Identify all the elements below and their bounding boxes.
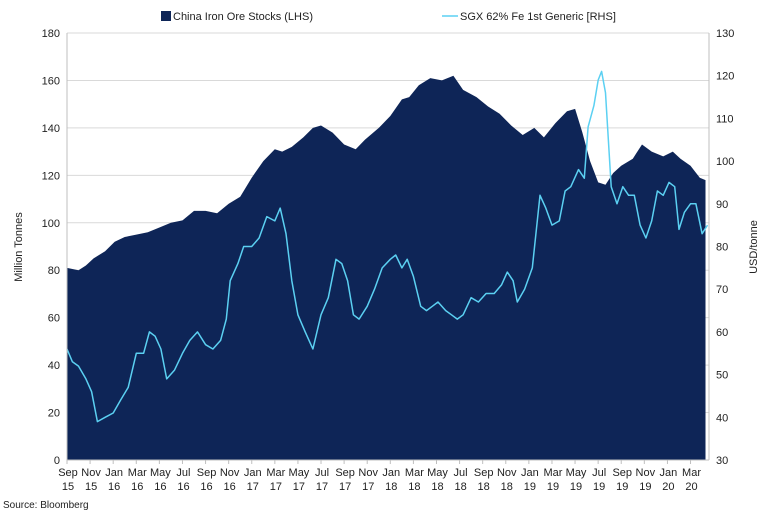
x-tick-year-0: 15: [62, 481, 74, 493]
x-tick-month-16: May: [427, 467, 448, 479]
x-tick-year-6: 16: [200, 481, 212, 493]
x-tick-month-18: Sep: [474, 467, 494, 479]
legend-label-sgx: SGX 62% Fe 1st Generic [RHS]: [460, 11, 616, 23]
source-note: Source: Bloomberg: [3, 500, 89, 511]
x-tick-year-5: 16: [177, 481, 189, 493]
x-tick-month-20: Jan: [521, 467, 539, 479]
x-tick-year-10: 17: [293, 481, 305, 493]
x-tick-month-2: Jan: [105, 467, 123, 479]
x-tick-labels: Sep 15 Nov 15 Jan 16 Mar 16 May 16 Jul 16 Sep 16 Nov 16…: [58, 460, 701, 493]
x-tick-month-10: May: [289, 467, 310, 479]
y-right-tick-2: 50: [716, 370, 728, 382]
x-tick-year-16: 18: [431, 481, 443, 493]
x-tick-month-17: Jul: [454, 467, 468, 479]
x-tick-year-27: 20: [685, 481, 697, 493]
legend-label-stocks: China Iron Ore Stocks (LHS): [173, 11, 313, 23]
x-tick-year-9: 17: [270, 481, 282, 493]
y-left-tick-9: 180: [42, 28, 60, 40]
x-tick-month-13: Nov: [358, 467, 378, 479]
x-tick-month-7: Nov: [220, 467, 240, 479]
x-tick-year-23: 19: [593, 481, 605, 493]
x-tick-year-26: 20: [662, 481, 674, 493]
x-tick-month-23: Jul: [592, 467, 606, 479]
y-right-tick-5: 80: [716, 242, 728, 254]
x-tick-year-2: 16: [108, 481, 120, 493]
x-tick-month-11: Jul: [315, 467, 329, 479]
x-tick-year-3: 16: [131, 481, 143, 493]
x-tick-month-9: Mar: [266, 467, 285, 479]
y-left-tick-3: 60: [48, 313, 60, 325]
x-tick-month-22: May: [566, 467, 587, 479]
x-tick-month-27: Mar: [682, 467, 701, 479]
x-tick-year-12: 17: [339, 481, 351, 493]
y-right-tick-9: 120: [716, 71, 734, 83]
x-tick-year-24: 19: [616, 481, 628, 493]
axes: [66, 33, 710, 461]
y-right-tick-10: 130: [716, 28, 734, 40]
x-tick-month-12: Sep: [335, 467, 355, 479]
y-left-tick-5: 100: [42, 218, 60, 230]
x-tick-year-19: 18: [501, 481, 513, 493]
x-tick-month-6: Sep: [197, 467, 217, 479]
series-sgx-line: [66, 70, 709, 423]
y-right-tick-6: 90: [716, 199, 728, 211]
y-right-tick-1: 40: [716, 412, 728, 424]
y-right-axis-title: USD/tonne: [748, 220, 760, 274]
x-tick-month-21: Mar: [543, 467, 562, 479]
x-tick-month-5: Jul: [176, 467, 190, 479]
x-tick-month-25: Nov: [636, 467, 656, 479]
x-tick-year-22: 19: [570, 481, 582, 493]
x-tick-year-4: 16: [154, 481, 166, 493]
x-tick-year-7: 16: [224, 481, 236, 493]
y-left-tick-4: 80: [48, 265, 60, 277]
x-tick-year-17: 18: [454, 481, 466, 493]
x-tick-year-1: 15: [85, 481, 97, 493]
y-left-axis-title: Million Tonnes: [13, 212, 25, 282]
y-right-tick-4: 70: [716, 284, 728, 296]
y-left-tick-labels: 0 20 40 60 80 100 120 140 160 180: [42, 28, 60, 467]
legend: China Iron Ore Stocks (LHS) SGX 62% Fe 1…: [161, 11, 616, 23]
y-right-tick-7: 100: [716, 156, 734, 168]
x-tick-year-14: 18: [385, 481, 397, 493]
x-tick-month-24: Sep: [612, 467, 632, 479]
x-tick-month-3: Mar: [128, 467, 147, 479]
y-right-tick-labels: 30 40 50 60 70 80 90 100 110 120 130: [716, 28, 734, 467]
x-tick-year-8: 17: [247, 481, 259, 493]
x-tick-year-25: 19: [639, 481, 651, 493]
y-right-tick-3: 60: [716, 327, 728, 339]
y-left-tick-0: 0: [54, 455, 60, 467]
y-left-tick-6: 120: [42, 170, 60, 182]
y-left-tick-8: 160: [42, 75, 60, 87]
y-right-tick-0: 30: [716, 455, 728, 467]
x-tick-year-11: 17: [316, 481, 328, 493]
x-tick-year-18: 18: [478, 481, 490, 493]
y-left-tick-1: 20: [48, 408, 60, 420]
x-tick-month-15: Mar: [405, 467, 424, 479]
series-stocks-area: [67, 75, 706, 460]
x-tick-month-0: Sep: [58, 467, 78, 479]
x-tick-month-1: Nov: [81, 467, 101, 479]
x-tick-year-13: 17: [362, 481, 374, 493]
x-tick-month-4: May: [150, 467, 171, 479]
x-tick-year-21: 19: [547, 481, 559, 493]
y-left-tick-2: 40: [48, 360, 60, 372]
y-right-tick-8: 110: [716, 113, 734, 125]
x-tick-month-8: Jan: [244, 467, 262, 479]
legend-swatch-stocks: [161, 11, 171, 21]
x-tick-year-20: 19: [524, 481, 536, 493]
x-tick-month-19: Nov: [497, 467, 517, 479]
x-tick-month-14: Jan: [382, 467, 400, 479]
x-tick-year-15: 18: [408, 481, 420, 493]
x-tick-month-26: Jan: [660, 467, 678, 479]
y-left-tick-7: 140: [42, 123, 60, 135]
